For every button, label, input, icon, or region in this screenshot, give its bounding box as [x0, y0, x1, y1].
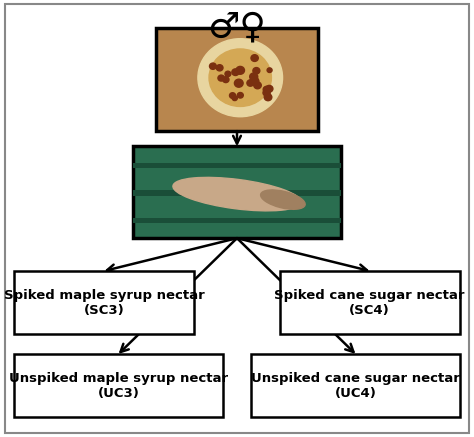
Circle shape [198, 39, 283, 117]
Circle shape [209, 49, 272, 107]
Circle shape [247, 80, 254, 86]
Circle shape [264, 94, 272, 101]
Circle shape [223, 76, 229, 83]
Bar [156, 28, 318, 131]
Circle shape [225, 71, 231, 76]
Text: Unspiked maple syrup nectar
(UC3): Unspiked maple syrup nectar (UC3) [9, 371, 228, 400]
Circle shape [210, 63, 216, 69]
Circle shape [251, 55, 258, 62]
Ellipse shape [261, 190, 305, 209]
Circle shape [216, 65, 223, 71]
Bar [251, 354, 460, 417]
Circle shape [263, 90, 270, 96]
Bar [133, 218, 341, 223]
Circle shape [218, 75, 225, 81]
Circle shape [235, 79, 243, 87]
Bar [133, 163, 341, 168]
Bar [133, 146, 341, 238]
Circle shape [232, 96, 237, 101]
Circle shape [263, 86, 270, 93]
Circle shape [229, 93, 236, 98]
Bar [133, 191, 341, 196]
Circle shape [236, 66, 245, 74]
Text: ♂♀: ♂♀ [208, 11, 266, 45]
Circle shape [254, 82, 261, 89]
Circle shape [253, 68, 260, 74]
Ellipse shape [173, 177, 301, 211]
Bar [14, 271, 194, 334]
Bar [280, 271, 460, 334]
Text: Unspiked cane sugar nectar
(UC4): Unspiked cane sugar nectar (UC4) [251, 371, 460, 400]
Text: Spiked cane sugar nectar
(SC4): Spiked cane sugar nectar (SC4) [274, 288, 465, 317]
Circle shape [265, 85, 273, 92]
Circle shape [232, 69, 239, 76]
Circle shape [250, 77, 259, 86]
Text: Spiked maple syrup nectar
(SC3): Spiked maple syrup nectar (SC3) [4, 288, 205, 317]
Circle shape [250, 73, 258, 80]
Bar [14, 354, 223, 417]
Circle shape [267, 68, 272, 73]
Circle shape [237, 93, 243, 98]
